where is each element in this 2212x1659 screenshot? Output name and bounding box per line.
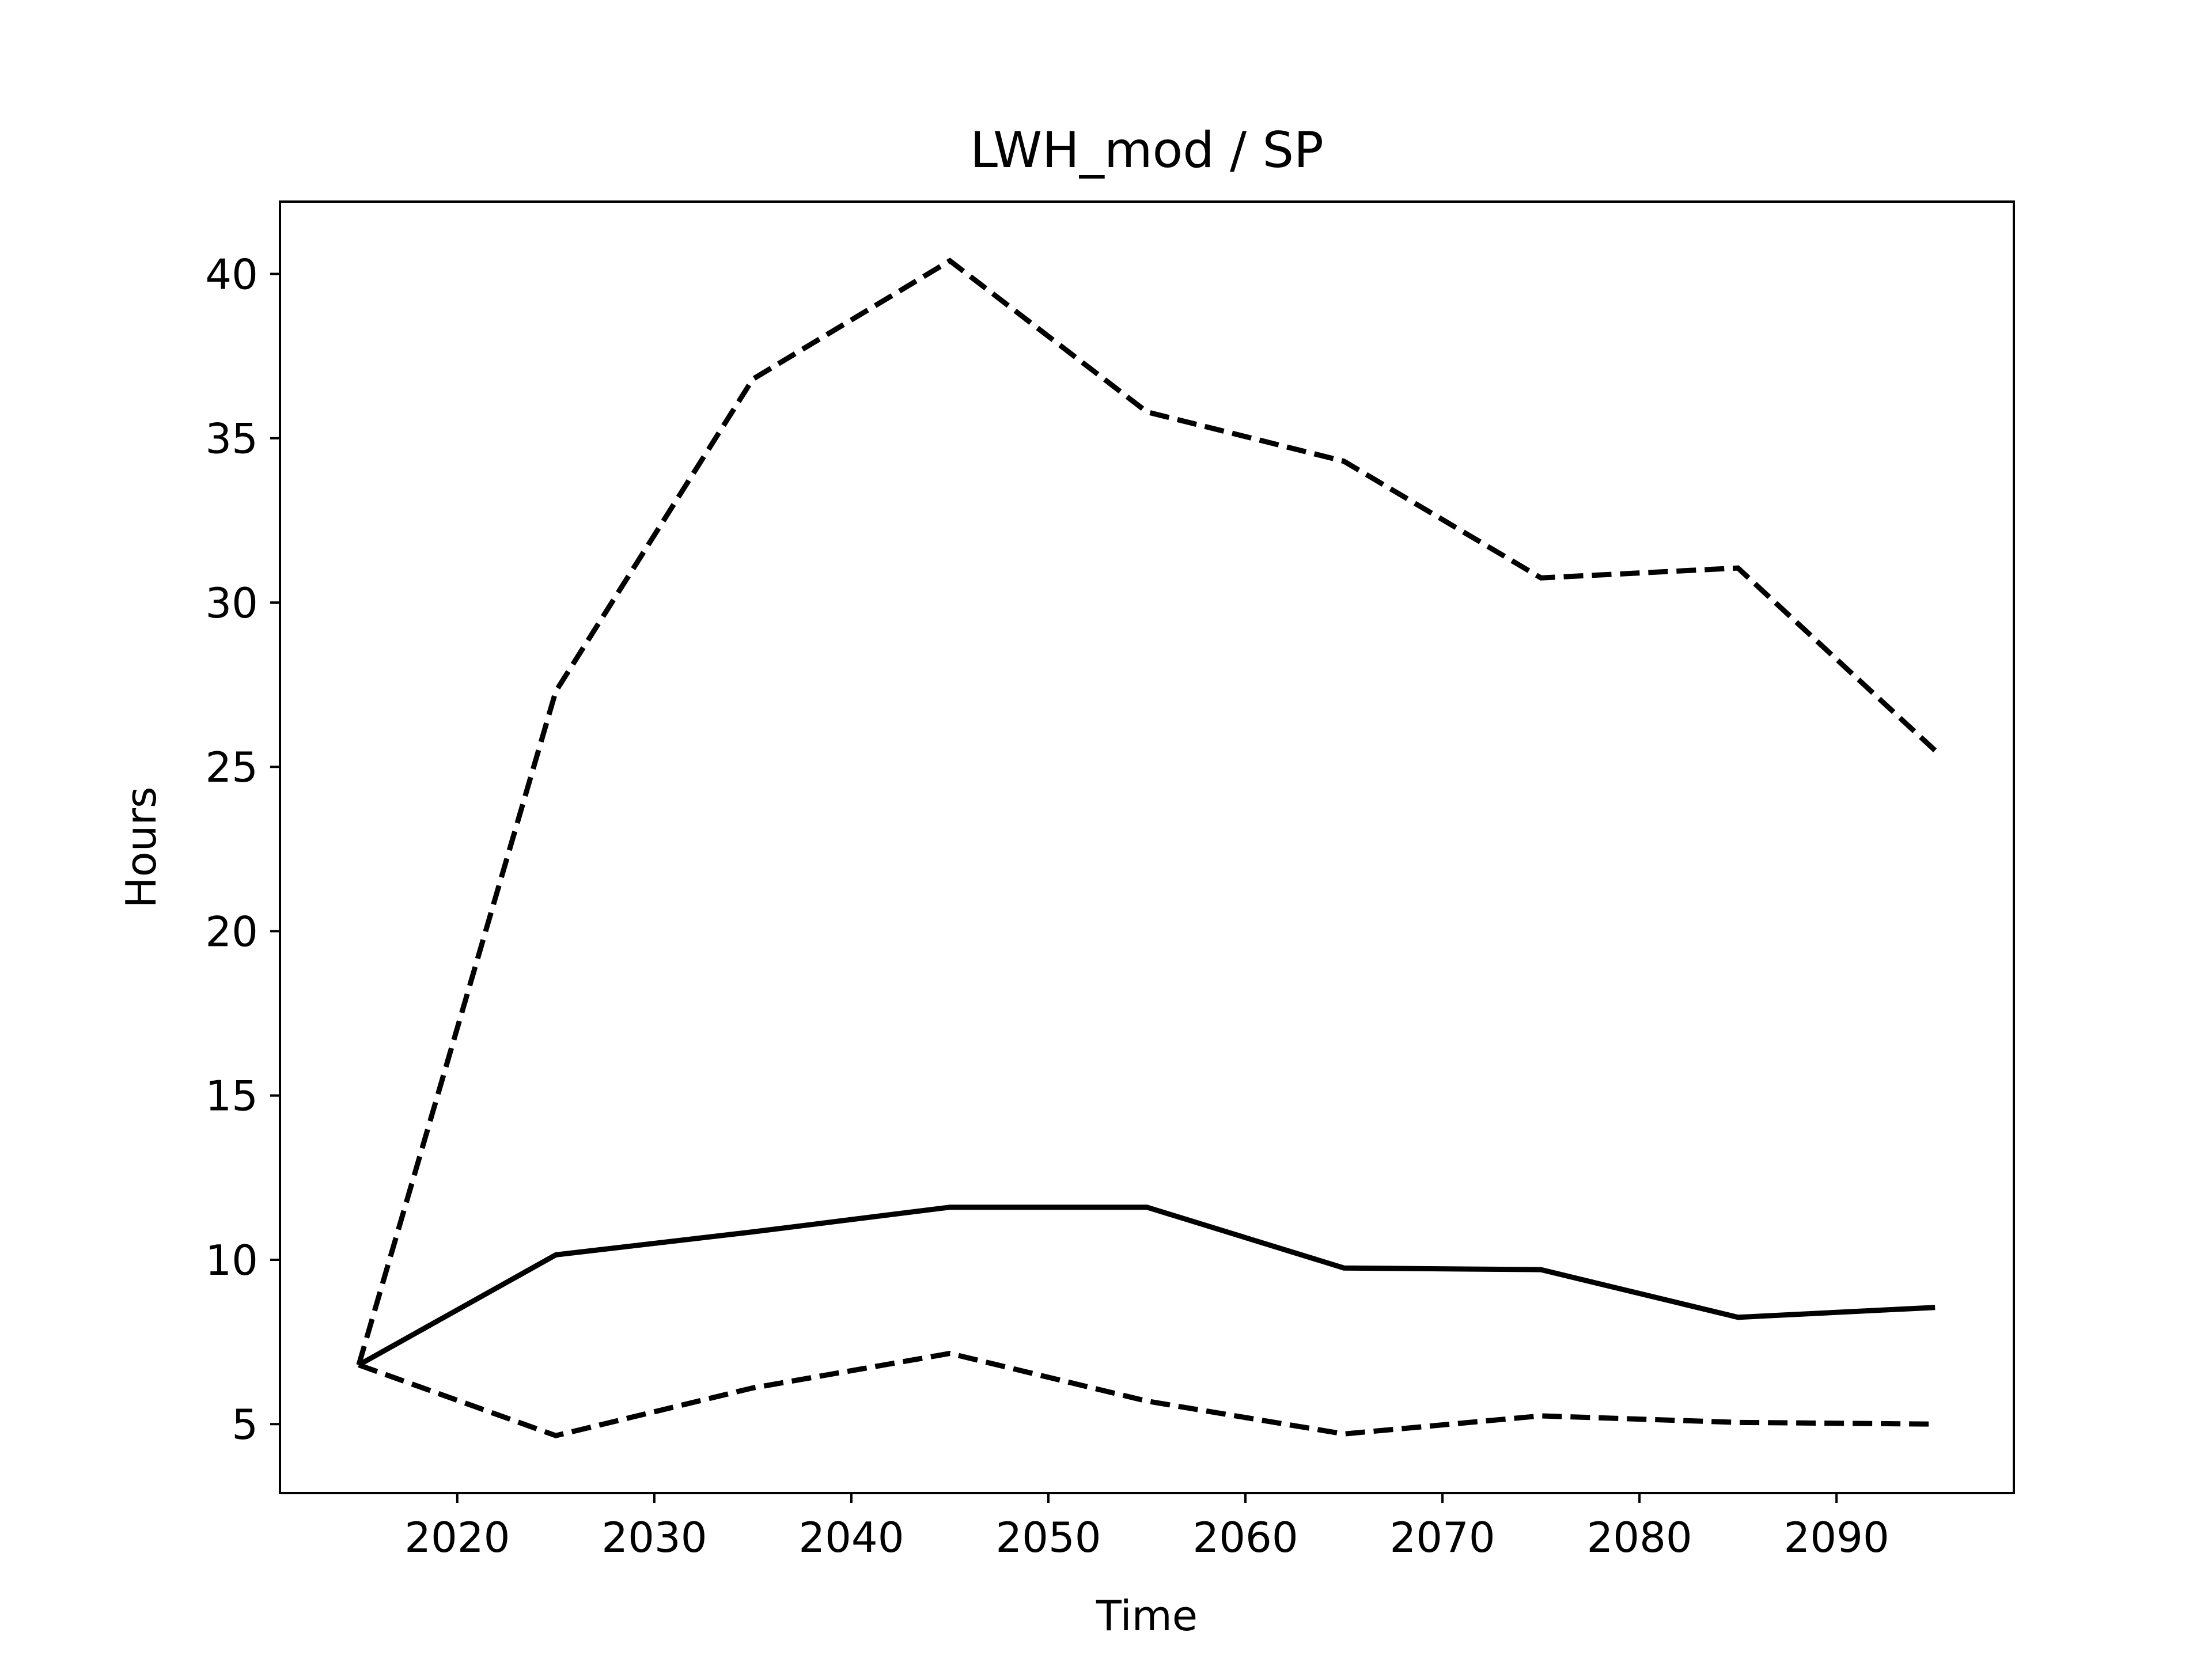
series-layer (356, 257, 1937, 1438)
x-tick-label: 2030 (601, 1513, 707, 1562)
y-tick-label: 5 (232, 1400, 258, 1449)
y-tick-label: 15 (205, 1072, 258, 1120)
series-line-1 (357, 1205, 1936, 1368)
x-axis: 2020 2030 2040 2050 2060 2070 2080 2090 (404, 1493, 1889, 1562)
x-tick-label: 2090 (1784, 1513, 1889, 1562)
y-tick-label: 35 (205, 415, 258, 463)
y-tick-label: 10 (205, 1236, 258, 1285)
x-tick-label: 2050 (995, 1513, 1101, 1562)
y-tick-label: 20 (205, 907, 258, 956)
y-tick-label: 25 (205, 743, 258, 791)
y-tick-label: 30 (205, 579, 258, 627)
x-axis-title: Time (1096, 1592, 1198, 1640)
x-tick-label: 2040 (798, 1513, 904, 1562)
y-tick-label: 40 (205, 251, 258, 299)
x-tick-label: 2070 (1389, 1513, 1495, 1562)
x-tick-label: 2060 (1192, 1513, 1298, 1562)
x-tick-label: 2080 (1586, 1513, 1692, 1562)
series-line-3 (358, 1350, 1936, 1438)
x-tick-label: 2020 (404, 1513, 510, 1562)
plot-frame (279, 200, 2015, 1494)
y-axis: 5 10 15 20 25 30 35 40 (205, 251, 280, 1449)
series-line-2 (356, 257, 1937, 1366)
y-axis-title: Hours (117, 787, 165, 908)
chart-title: LWH_mod / SP (970, 122, 1324, 179)
